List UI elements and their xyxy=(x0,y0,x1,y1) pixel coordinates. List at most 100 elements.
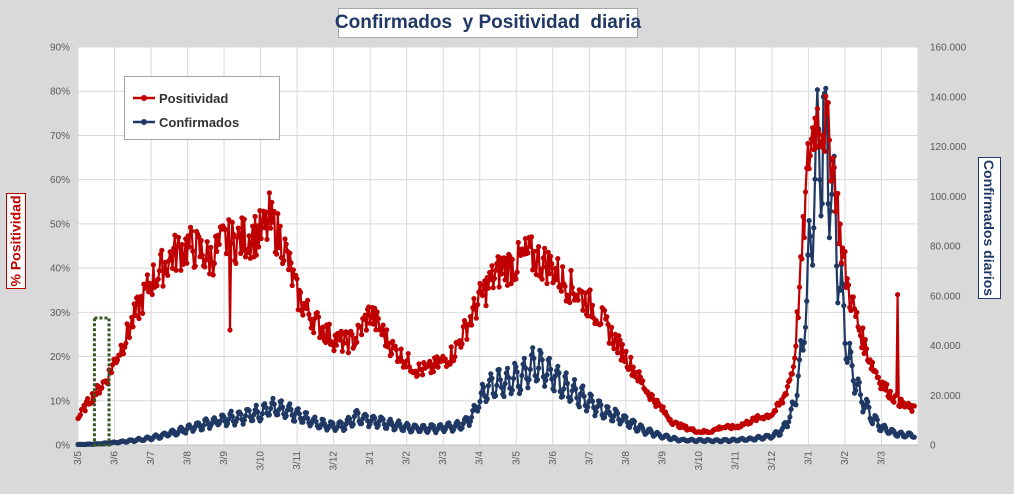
data-point-confirmados xyxy=(481,384,487,390)
data-point-confirmados xyxy=(350,421,356,427)
data-point-confirmados xyxy=(784,424,791,430)
data-point-confirmados xyxy=(801,339,807,346)
data-point-positividad xyxy=(189,228,195,234)
data-point-confirmados xyxy=(513,364,519,370)
data-point-confirmados xyxy=(338,420,344,426)
data-point-positividad xyxy=(554,277,560,283)
data-point-confirmados xyxy=(466,422,472,428)
data-point-confirmados xyxy=(573,386,579,392)
data-point-confirmados xyxy=(217,418,223,424)
data-point-positividad xyxy=(96,390,103,396)
data-point-confirmados xyxy=(477,399,483,405)
data-point-positividad xyxy=(893,392,900,398)
data-point-confirmados xyxy=(857,392,864,398)
data-point-positividad xyxy=(832,209,839,215)
data-point-positividad xyxy=(467,314,473,320)
data-point-confirmados xyxy=(526,377,532,383)
data-point-confirmados xyxy=(911,434,917,440)
data-point-positividad xyxy=(338,328,344,334)
data-point-confirmados xyxy=(501,393,507,400)
data-point-positividad xyxy=(515,239,521,246)
data-point-positividad xyxy=(248,240,255,246)
data-point-confirmados xyxy=(543,377,549,383)
data-point-positividad xyxy=(873,369,879,375)
data-point-positividad xyxy=(802,189,809,195)
data-point-positividad xyxy=(773,408,779,414)
data-point-positividad xyxy=(825,100,831,106)
data-point-positividad xyxy=(580,307,586,313)
data-point-confirmados xyxy=(610,418,616,424)
y-right-tick-label: 80.000 xyxy=(930,242,961,253)
data-point-confirmados xyxy=(807,233,813,239)
data-point-positividad xyxy=(539,276,545,282)
data-point-positividad xyxy=(363,327,369,333)
data-point-positividad xyxy=(850,294,856,300)
data-point-positividad xyxy=(485,285,491,291)
data-point-positividad xyxy=(461,318,468,324)
data-point-confirmados xyxy=(800,347,806,353)
data-point-positividad xyxy=(844,276,850,282)
data-point-confirmados xyxy=(531,355,537,361)
data-point-positividad xyxy=(793,343,799,349)
data-point-confirmados xyxy=(488,371,494,377)
data-point-positividad xyxy=(543,264,549,270)
data-point-confirmados xyxy=(811,225,817,231)
data-point-positividad xyxy=(581,301,587,307)
data-point-positividad xyxy=(126,334,132,341)
data-point-positividad xyxy=(205,251,211,257)
data-point-positividad xyxy=(173,267,179,273)
data-point-positividad xyxy=(252,213,258,220)
data-point-positividad xyxy=(883,387,889,393)
data-point-positividad xyxy=(370,321,377,327)
data-point-confirmados xyxy=(828,208,834,214)
data-point-positividad xyxy=(281,258,287,264)
data-point-confirmados xyxy=(615,410,621,416)
data-point-positividad xyxy=(513,276,519,282)
data-point-positividad xyxy=(276,245,282,251)
data-point-positividad xyxy=(789,371,795,377)
data-point-confirmados xyxy=(581,393,587,399)
data-point-positividad xyxy=(527,243,533,249)
data-point-confirmados xyxy=(837,287,843,293)
data-point-positividad xyxy=(875,374,882,380)
x-tick-label: 3/1 xyxy=(803,451,814,465)
data-point-confirmados xyxy=(808,252,815,258)
data-point-confirmados xyxy=(848,349,854,355)
data-point-confirmados xyxy=(520,361,526,367)
data-point-positividad xyxy=(604,314,610,320)
data-point-positividad xyxy=(242,254,249,260)
data-point-confirmados xyxy=(242,413,249,419)
data-point-confirmados xyxy=(842,340,848,347)
data-point-positividad xyxy=(208,244,214,250)
x-tick-label: 3/9 xyxy=(219,451,230,465)
data-point-confirmados xyxy=(835,300,841,306)
data-point-confirmados xyxy=(405,422,411,428)
data-point-positividad xyxy=(442,356,448,362)
data-point-positividad xyxy=(359,332,365,338)
data-point-confirmados xyxy=(794,392,800,398)
data-point-positividad xyxy=(499,271,505,277)
data-point-positividad xyxy=(314,310,320,316)
data-point-positividad xyxy=(795,315,801,321)
data-point-positividad xyxy=(862,336,868,343)
data-point-positividad xyxy=(274,251,280,257)
data-point-positividad xyxy=(131,301,137,307)
data-point-positividad xyxy=(199,252,205,258)
data-point-confirmados xyxy=(530,345,536,351)
data-point-confirmados xyxy=(278,398,284,404)
data-point-confirmados xyxy=(611,413,617,419)
x-tick-label: 3/10 xyxy=(256,451,267,471)
data-point-confirmados xyxy=(351,413,357,420)
data-point-confirmados xyxy=(499,384,505,390)
data-point-positividad xyxy=(326,321,332,327)
data-point-positividad xyxy=(300,312,306,318)
data-point-positividad xyxy=(150,262,156,268)
data-point-confirmados xyxy=(518,387,524,393)
data-point-positividad xyxy=(481,282,487,289)
data-point-positividad xyxy=(610,341,616,347)
y-right-tick-label: 140.000 xyxy=(930,92,967,103)
data-point-positividad xyxy=(487,269,493,276)
data-point-confirmados xyxy=(514,369,520,375)
data-point-confirmados xyxy=(834,263,840,269)
